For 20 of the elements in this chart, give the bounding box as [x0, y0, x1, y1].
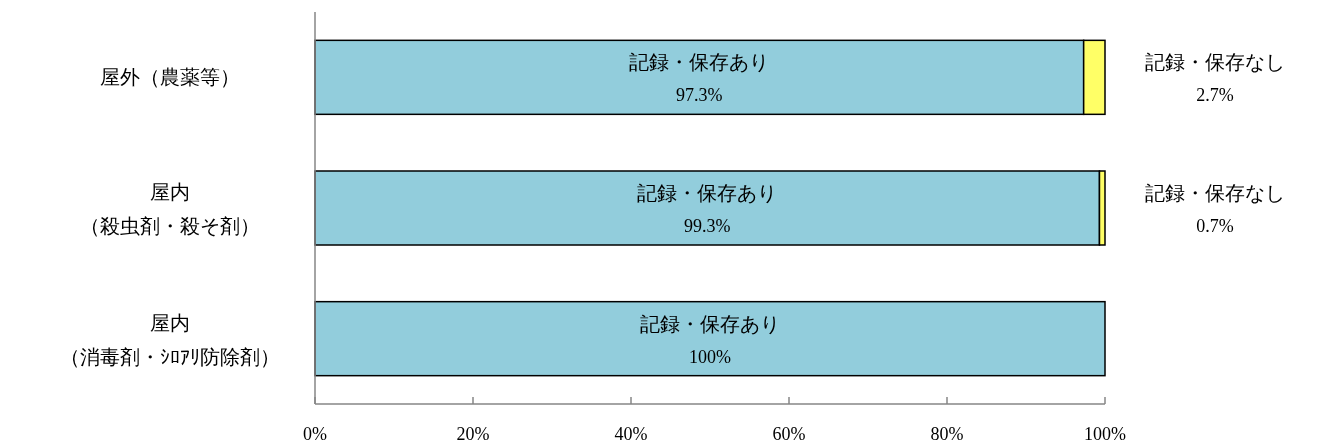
data-label: 2.7% [1196, 85, 1234, 106]
y-tick-label: 屋外（農薬等） [100, 66, 240, 89]
y-tick-label: 屋内（殺虫剤・殺そ剤） [80, 181, 260, 237]
text: 記録・保存あり [640, 312, 780, 335]
x-tick-label: 60% [772, 424, 806, 444]
x-tick-label: 100% [1084, 424, 1126, 444]
x-tick-label: 80% [930, 424, 964, 444]
y-tick-label: 屋内（消毒剤・ｼﾛｱﾘ防除剤） [60, 311, 280, 368]
data-label: 99.3% [683, 216, 731, 236]
x-tick-label: 20% [456, 424, 490, 444]
text: 記録・保存あり [637, 182, 778, 204]
series-label: 記録・保存なし [1145, 51, 1285, 74]
bar [314, 300, 1106, 377]
text: 記録・保存なし [1145, 182, 1285, 204]
x-tick-label: 40% [614, 424, 648, 444]
data-label: 100% [689, 346, 731, 367]
series-label: 記録・保存あり [629, 51, 770, 74]
data-label: 0.7% [1196, 216, 1234, 236]
x-tick-label: 0% [303, 424, 327, 444]
data-label: 97.3% [676, 85, 723, 106]
